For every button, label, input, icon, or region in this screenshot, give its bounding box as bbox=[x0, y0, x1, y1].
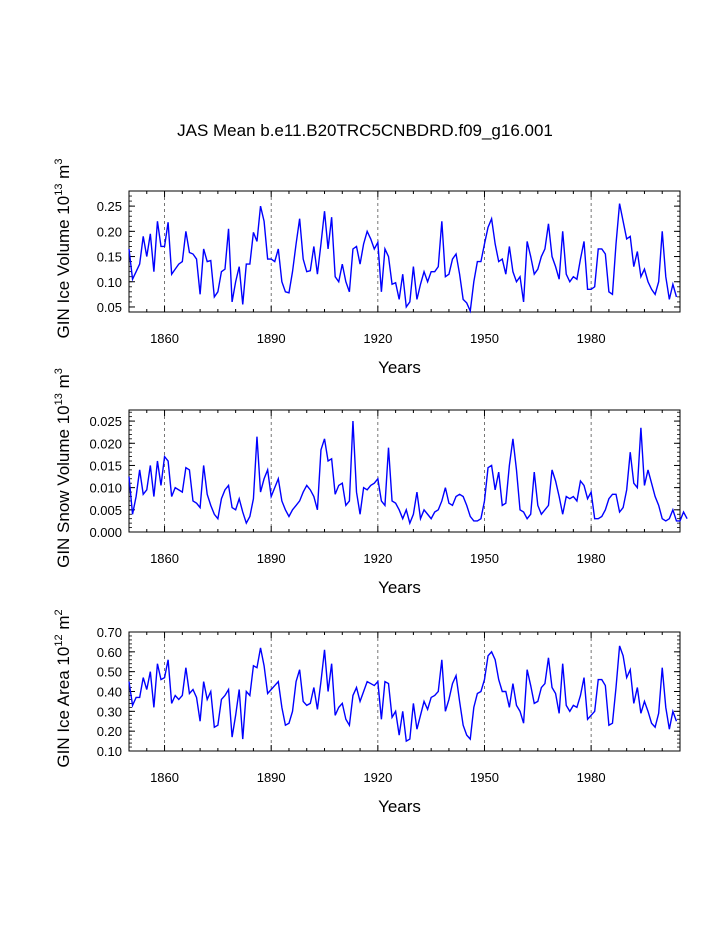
y-tick-label: 0.15 bbox=[97, 250, 122, 265]
x-tick-label: 1920 bbox=[363, 551, 392, 566]
x-tick-label: 1920 bbox=[363, 770, 392, 785]
series-line bbox=[128, 203, 678, 314]
y-axis-title: GIN Ice Area 1012 m2 bbox=[53, 609, 73, 767]
x-tick-label: 1950 bbox=[470, 331, 499, 346]
y-tick-label: 0.20 bbox=[97, 724, 122, 739]
y-tick-label: 0.015 bbox=[89, 458, 122, 473]
y-tick-label: 0.40 bbox=[97, 685, 122, 700]
y-tick-label: 0.010 bbox=[89, 481, 122, 496]
series-line bbox=[128, 645, 678, 743]
x-axis-title: Years bbox=[378, 797, 421, 816]
y-tick-label: 0.70 bbox=[97, 625, 122, 640]
x-axis-title: Years bbox=[378, 358, 421, 377]
y-axis-title-main: GIN Snow Volume 10 bbox=[54, 405, 73, 568]
x-tick-label: 1980 bbox=[577, 551, 606, 566]
x-tick-label: 1950 bbox=[470, 551, 499, 566]
y-tick-label: 0.10 bbox=[97, 275, 122, 290]
y-axis-title-unit-exp: 3 bbox=[53, 368, 65, 374]
y-axis-title-main: GIN Ice Area 10 bbox=[54, 647, 73, 768]
x-tick-label: 1950 bbox=[470, 770, 499, 785]
chart-title: JAS Mean b.e11.B20TRC5CNBDRD.f09_g16.001 bbox=[177, 121, 553, 140]
y-tick-label: 0.25 bbox=[97, 199, 122, 214]
y-axis-title-exp: 12 bbox=[53, 634, 65, 646]
x-tick-label: 1980 bbox=[577, 331, 606, 346]
y-tick-label: 0.50 bbox=[97, 665, 122, 680]
x-axis-title: Years bbox=[378, 578, 421, 597]
y-axis-title-unit-exp: 3 bbox=[53, 159, 65, 165]
y-tick-label: 0.60 bbox=[97, 645, 122, 660]
plot-frame bbox=[128, 409, 681, 533]
y-tick-label: 0.30 bbox=[97, 704, 122, 719]
y-tick-label: 0.05 bbox=[97, 300, 122, 315]
y-axis-title: GIN Ice Volume 1013 m3 bbox=[53, 159, 73, 339]
y-axis-title-unit-exp: 2 bbox=[53, 609, 65, 615]
x-tick-label: 1860 bbox=[150, 551, 179, 566]
x-tick-label: 1860 bbox=[150, 770, 179, 785]
y-tick-label: 0.10 bbox=[97, 744, 122, 759]
x-tick-label: 1920 bbox=[363, 331, 392, 346]
y-tick-label: 0.025 bbox=[89, 414, 122, 429]
y-tick-label: 0.020 bbox=[89, 436, 122, 451]
x-tick-label: 1890 bbox=[257, 551, 286, 566]
y-axis-title-main: GIN Ice Volume 10 bbox=[54, 196, 73, 339]
chart-panel-2: 1860 1890 1920 1950 1980 0.000 0.005 0.010 0.015… bbox=[53, 368, 688, 597]
x-tick-label: 1890 bbox=[257, 770, 286, 785]
y-tick-label: 0.20 bbox=[97, 224, 122, 239]
y-tick-label: 0.005 bbox=[89, 503, 122, 518]
y-axis-title-exp: 13 bbox=[53, 184, 65, 196]
y-axis-title-unit: m bbox=[54, 616, 73, 635]
series-line bbox=[128, 421, 688, 526]
y-axis-title-unit: m bbox=[54, 165, 73, 184]
y-axis-title: GIN Snow Volume 1013 m3 bbox=[53, 368, 73, 568]
x-tick-label: 1860 bbox=[150, 331, 179, 346]
y-axis-title-unit: m bbox=[54, 374, 73, 393]
x-tick-label: 1890 bbox=[257, 331, 286, 346]
x-tick-label: 1980 bbox=[577, 770, 606, 785]
y-tick-label: 0.000 bbox=[89, 525, 122, 540]
chart-panel-1: 1860 1890 1920 1950 1980 0.05 0.10 0.15 0.20 0.25… bbox=[53, 159, 681, 377]
chart-panel-3: 1860 1890 1920 1950 1980 0.10 0.20 0.30 0.40 0.50… bbox=[53, 609, 681, 816]
y-axis-title-exp: 13 bbox=[53, 393, 65, 405]
